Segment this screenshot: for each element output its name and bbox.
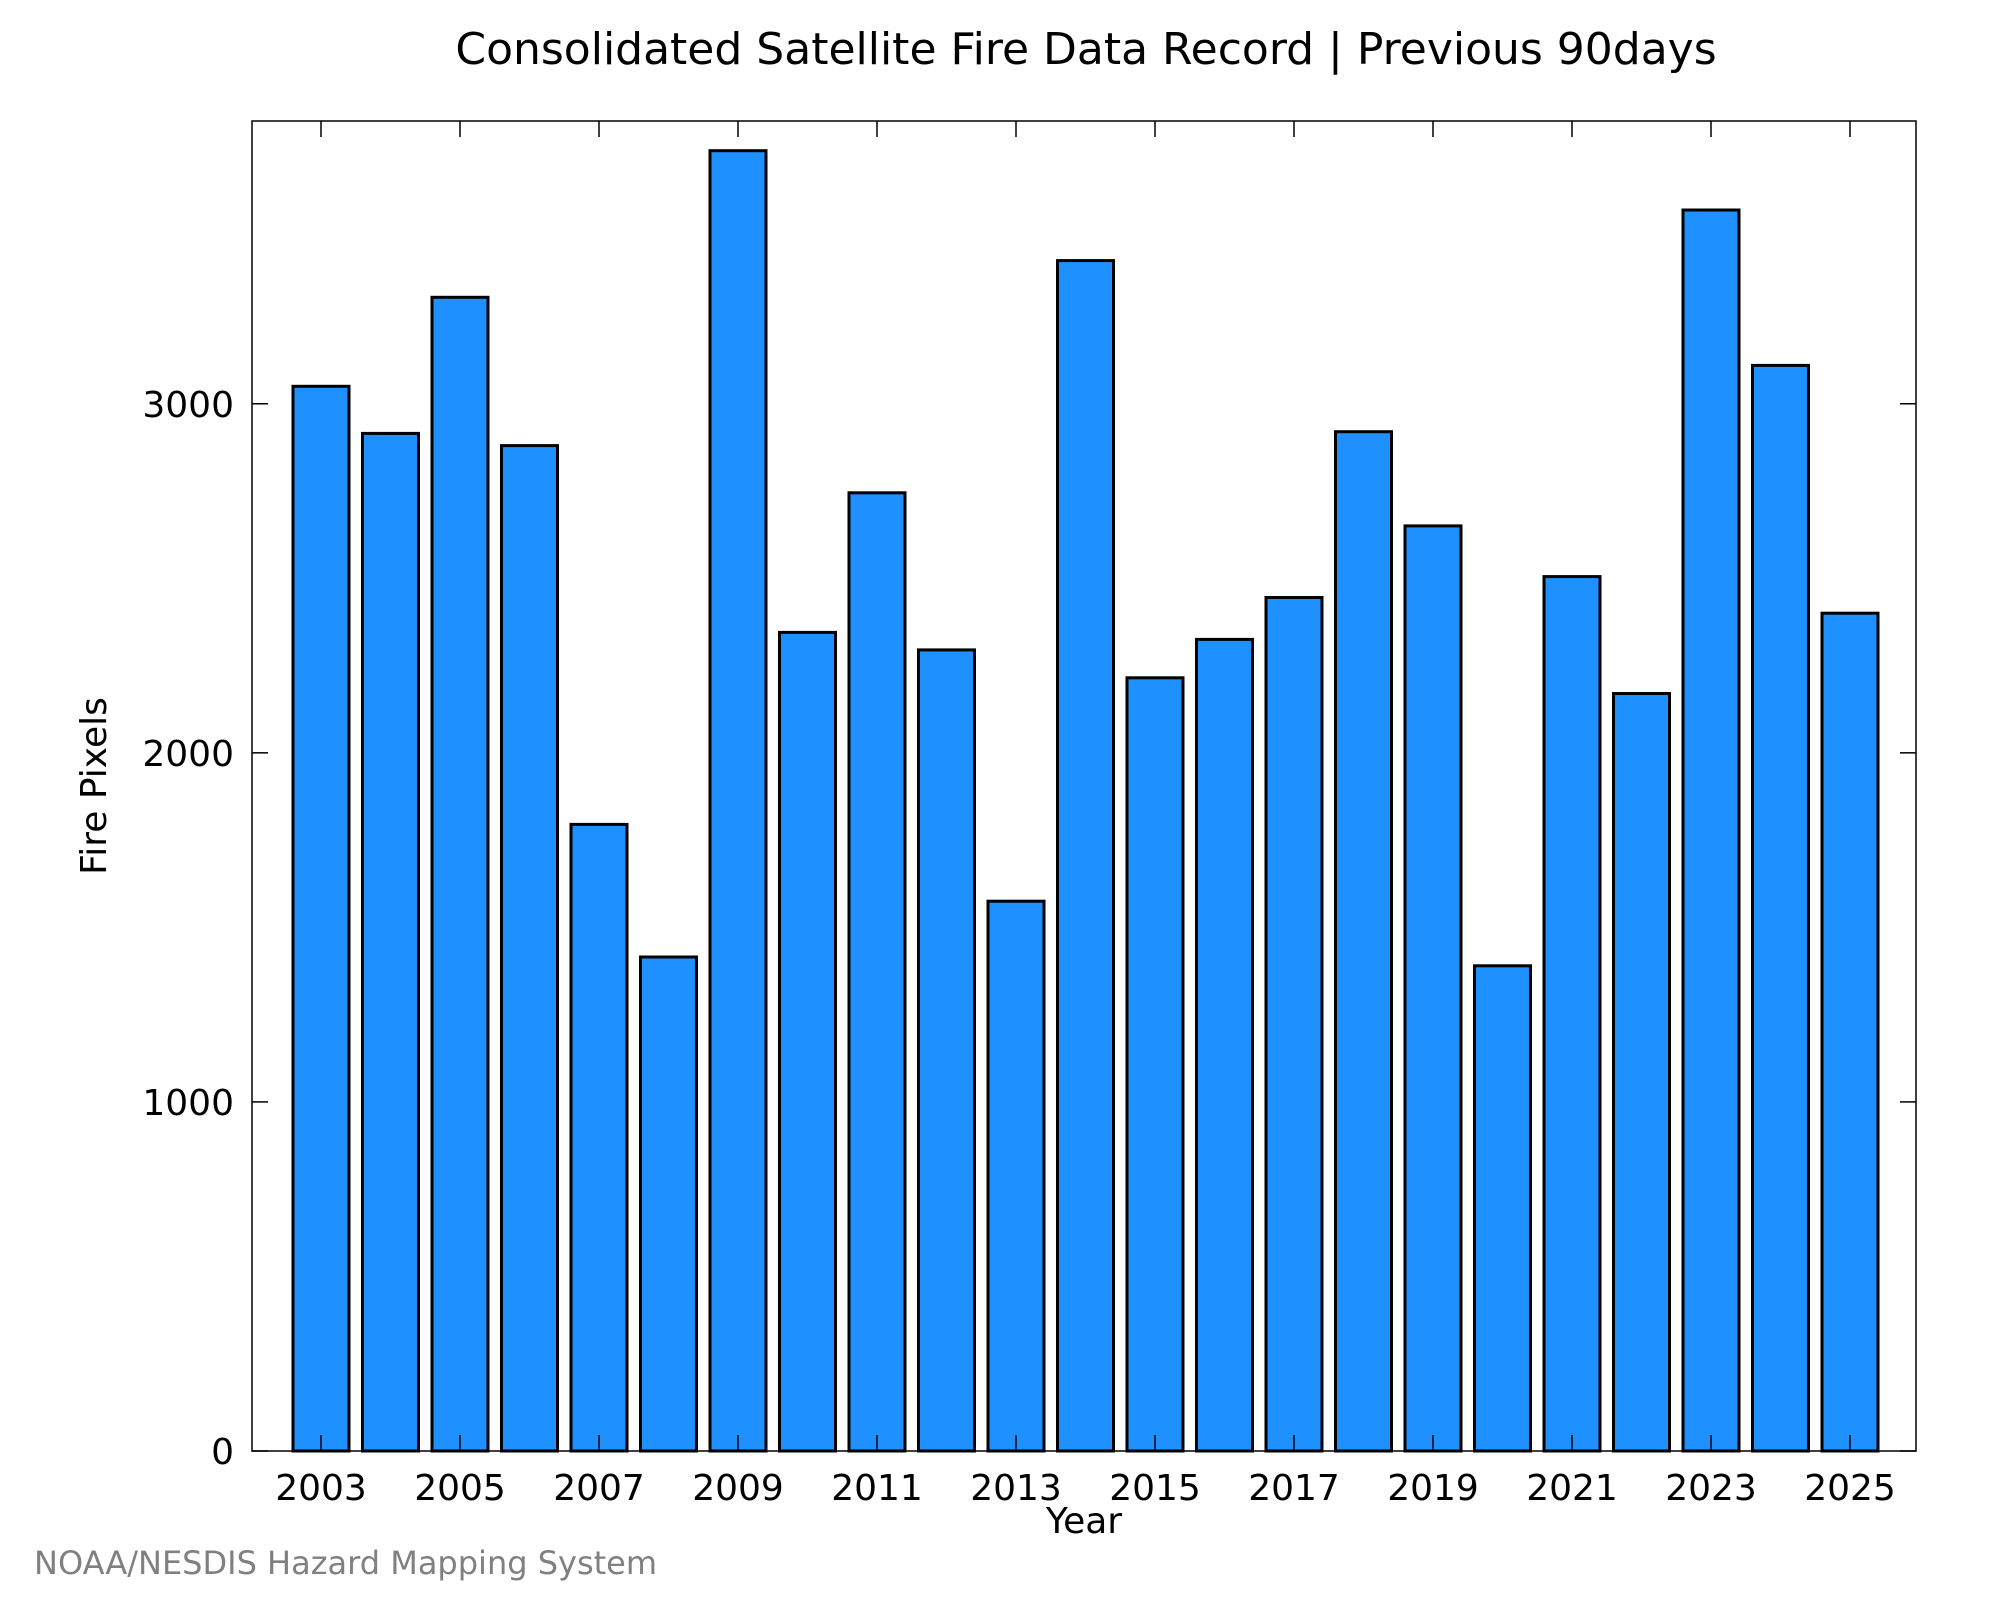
x-tick-label-2017: 2017 (1248, 1468, 1340, 1509)
y-tick-label-2000: 2000 (142, 734, 234, 775)
x-tick-label-2019: 2019 (1387, 1468, 1479, 1509)
x-tick-label-2013: 2013 (970, 1468, 1062, 1509)
bar-2019 (1403, 524, 1463, 1453)
bar-2020 (1473, 964, 1532, 1453)
x-axis-label: Year (1045, 1501, 1122, 1542)
bar-2011 (847, 491, 907, 1453)
bar-2015 (1125, 676, 1185, 1453)
source-credit: NOAA/NESDIS Hazard Mapping System (34, 1544, 657, 1582)
bar-2006 (500, 444, 559, 1453)
y-axis-ticks: 0 1000 2000 3000 (142, 385, 1916, 1473)
bar-2012 (917, 648, 976, 1453)
x-tick-label-2021: 2021 (1526, 1468, 1618, 1509)
bars-group (291, 149, 1880, 1453)
x-tick-label-2023: 2023 (1665, 1468, 1757, 1509)
chart-title: Consolidated Satellite Fire Data Record … (455, 24, 1716, 75)
y-tick-label-3000: 3000 (142, 385, 234, 426)
bar-2014 (1056, 259, 1115, 1453)
bar-2003 (291, 384, 351, 1453)
y-tick-label-1000: 1000 (142, 1083, 234, 1124)
bar-2004 (361, 431, 420, 1453)
bar-2025 (1820, 611, 1880, 1453)
x-tick-label-2025: 2025 (1804, 1468, 1896, 1509)
bar-2017 (1264, 596, 1324, 1453)
x-tick-label-2011: 2011 (831, 1468, 923, 1509)
y-tick-label-0: 0 (211, 1432, 234, 1473)
bar-2021 (1542, 575, 1602, 1453)
bar-2024 (1751, 363, 1810, 1453)
bar-2010 (778, 630, 837, 1453)
bar-2022 (1612, 692, 1671, 1453)
bar-2009 (708, 149, 768, 1453)
bar-2008 (639, 955, 698, 1453)
bar-2007 (569, 822, 629, 1453)
x-tick-label-2003: 2003 (275, 1468, 367, 1509)
bar-2023 (1681, 208, 1741, 1453)
y-axis-label: Fire Pixels (74, 697, 115, 875)
x-tick-label-2009: 2009 (692, 1468, 784, 1509)
bar-2018 (1334, 430, 1393, 1453)
bar-2005 (430, 295, 490, 1453)
x-tick-label-2007: 2007 (553, 1468, 645, 1509)
x-tick-label-2015: 2015 (1109, 1468, 1201, 1509)
x-tick-label-2005: 2005 (414, 1468, 506, 1509)
bar-2016 (1195, 637, 1254, 1453)
bar-2013 (986, 899, 1046, 1453)
plot-area-frame (251, 120, 1917, 1452)
x-axis-ticks: 2003 2005 2007 2009 2011 2013 2015 2017 2019 2021… (275, 121, 1896, 1509)
